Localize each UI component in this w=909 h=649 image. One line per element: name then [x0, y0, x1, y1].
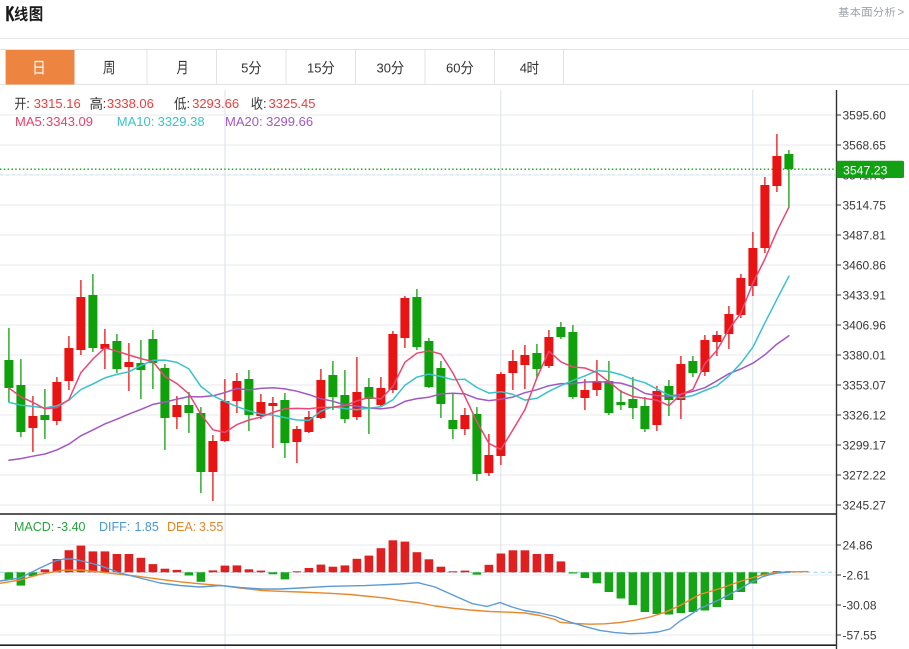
svg-text:-57.55: -57.55: [843, 628, 877, 642]
svg-text:3568.65: 3568.65: [843, 138, 887, 152]
svg-text:3245.27: 3245.27: [843, 498, 887, 512]
svg-text:3338.06: 3338.06: [107, 96, 154, 111]
svg-text:MA5:: MA5:: [15, 114, 45, 129]
svg-text:3299.17: 3299.17: [843, 438, 887, 452]
svg-text:3433.91: 3433.91: [843, 288, 887, 302]
svg-text:3272.22: 3272.22: [843, 468, 887, 482]
svg-text:60: 60: [446, 60, 460, 75]
svg-text:24.86: 24.86: [843, 538, 873, 552]
svg-text:3325.45: 3325.45: [269, 96, 316, 111]
svg-text::: :: [103, 96, 107, 111]
svg-text:3514.75: 3514.75: [843, 198, 887, 212]
svg-text:3293.66: 3293.66: [192, 96, 239, 111]
svg-text:DIFF:: DIFF:: [99, 520, 130, 534]
svg-text:DEA:: DEA:: [167, 520, 196, 534]
svg-text:-3.40: -3.40: [57, 520, 86, 534]
svg-text:3315.16: 3315.16: [34, 96, 81, 111]
svg-text:MACD:: MACD:: [14, 520, 54, 534]
svg-text::: :: [26, 96, 30, 111]
svg-text:5: 5: [241, 60, 248, 75]
svg-text:3343.09: 3343.09: [46, 114, 93, 129]
svg-text:3329.38: 3329.38: [158, 114, 205, 129]
svg-text::: :: [187, 96, 191, 111]
svg-text:>: >: [898, 7, 905, 19]
svg-text:15: 15: [307, 60, 321, 75]
svg-text:3547.23: 3547.23: [843, 163, 888, 177]
svg-text:-30.08: -30.08: [843, 598, 877, 612]
svg-text:30: 30: [377, 60, 391, 75]
svg-text:3595.60: 3595.60: [843, 108, 887, 122]
svg-text:-2.61: -2.61: [843, 568, 871, 582]
svg-text:MA10:: MA10:: [117, 114, 155, 129]
svg-text:3406.96: 3406.96: [843, 318, 887, 332]
svg-text:MA20:: MA20:: [225, 114, 263, 129]
svg-text:3487.81: 3487.81: [843, 228, 887, 242]
svg-text:4: 4: [520, 60, 527, 75]
svg-text:3460.86: 3460.86: [843, 258, 887, 272]
svg-text:1.85: 1.85: [135, 520, 159, 534]
svg-text:3380.01: 3380.01: [843, 348, 887, 362]
svg-text:3299.66: 3299.66: [266, 114, 313, 129]
svg-text:3353.07: 3353.07: [843, 378, 887, 392]
svg-text::: :: [263, 96, 267, 111]
svg-text:3326.12: 3326.12: [843, 408, 887, 422]
svg-text:3.55: 3.55: [199, 520, 223, 534]
